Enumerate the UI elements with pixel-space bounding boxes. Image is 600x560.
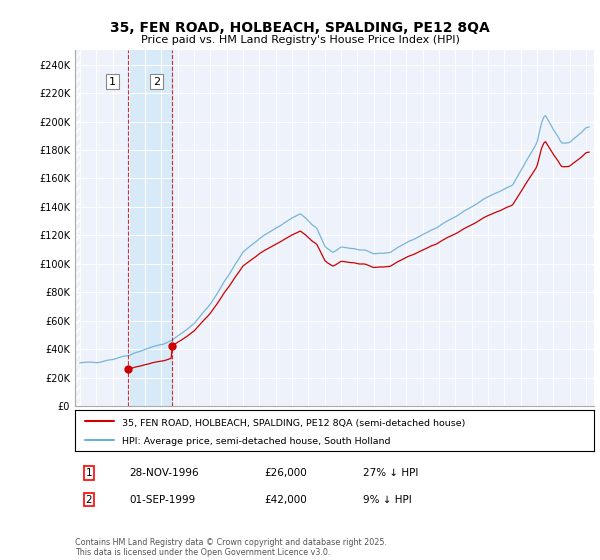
Text: 1: 1 — [109, 77, 116, 87]
Text: 35, FEN ROAD, HOLBEACH, SPALDING, PE12 8QA (semi-detached house): 35, FEN ROAD, HOLBEACH, SPALDING, PE12 8… — [122, 419, 465, 428]
Text: £26,000: £26,000 — [264, 468, 307, 478]
Text: 1: 1 — [85, 468, 92, 478]
Text: 2: 2 — [153, 77, 160, 87]
Text: 35, FEN ROAD, HOLBEACH, SPALDING, PE12 8QA: 35, FEN ROAD, HOLBEACH, SPALDING, PE12 8… — [110, 21, 490, 35]
Text: 01-SEP-1999: 01-SEP-1999 — [129, 494, 195, 505]
Text: HPI: Average price, semi-detached house, South Holland: HPI: Average price, semi-detached house,… — [122, 437, 390, 446]
Bar — [128, 50, 172, 406]
Text: Price paid vs. HM Land Registry's House Price Index (HPI): Price paid vs. HM Land Registry's House … — [140, 35, 460, 45]
Text: 2: 2 — [85, 494, 92, 505]
Text: 28-NOV-1996: 28-NOV-1996 — [129, 468, 199, 478]
Text: 9% ↓ HPI: 9% ↓ HPI — [363, 494, 412, 505]
Text: £42,000: £42,000 — [264, 494, 307, 505]
Text: 27% ↓ HPI: 27% ↓ HPI — [363, 468, 418, 478]
Text: Contains HM Land Registry data © Crown copyright and database right 2025.
This d: Contains HM Land Registry data © Crown c… — [75, 538, 387, 557]
Bar — [75, 50, 81, 406]
